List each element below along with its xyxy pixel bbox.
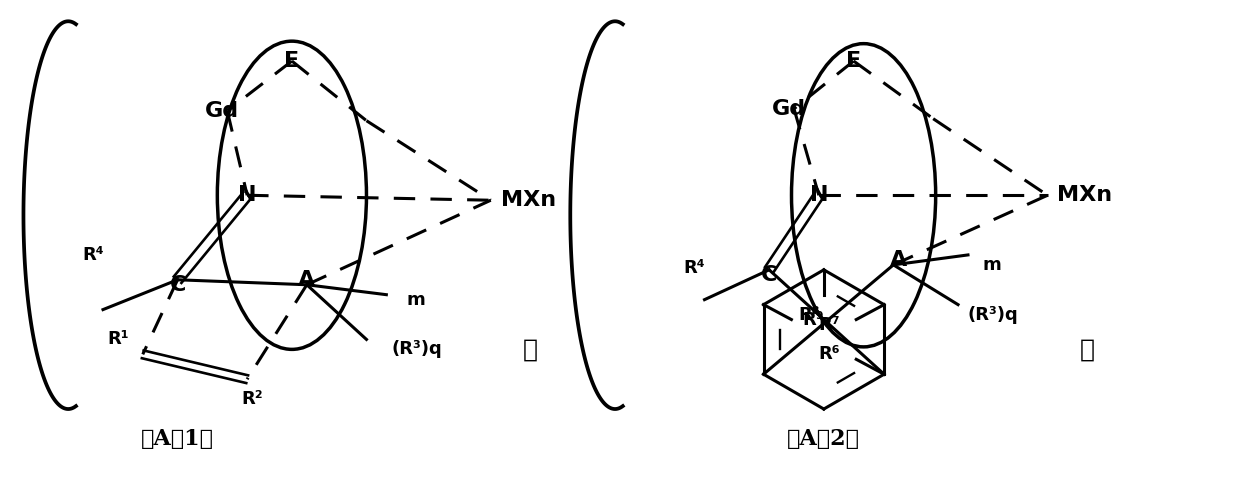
Text: A: A bbox=[890, 250, 906, 270]
Text: A: A bbox=[298, 270, 315, 290]
Text: R⁴: R⁴ bbox=[683, 259, 706, 277]
Text: （A－1）: （A－1） bbox=[141, 428, 215, 450]
Text: R¹: R¹ bbox=[107, 331, 129, 348]
Text: Gd: Gd bbox=[773, 99, 806, 119]
Text: (R³)q: (R³)q bbox=[968, 306, 1019, 323]
Text: N: N bbox=[238, 185, 257, 205]
Text: R⁶: R⁶ bbox=[818, 345, 841, 363]
Text: E: E bbox=[846, 51, 862, 71]
Text: R⁸: R⁸ bbox=[799, 306, 820, 323]
Text: C: C bbox=[761, 265, 777, 285]
Text: MXn: MXn bbox=[1058, 185, 1112, 205]
Text: R²: R² bbox=[242, 390, 263, 408]
Text: N: N bbox=[810, 185, 828, 205]
Text: E: E bbox=[284, 51, 300, 71]
Text: (R³)q: (R³)q bbox=[392, 340, 443, 359]
Text: R⁷: R⁷ bbox=[818, 316, 841, 334]
Text: 、: 、 bbox=[523, 337, 538, 362]
Text: Gd: Gd bbox=[206, 101, 239, 121]
Text: （A－2）: （A－2） bbox=[787, 428, 861, 450]
Text: R⁹: R⁹ bbox=[802, 310, 825, 329]
Text: 、: 、 bbox=[1080, 337, 1095, 362]
Text: m: m bbox=[407, 291, 425, 308]
Text: MXn: MXn bbox=[501, 190, 556, 210]
Text: m: m bbox=[983, 256, 1002, 274]
Text: C: C bbox=[170, 275, 186, 295]
Text: R⁴: R⁴ bbox=[82, 246, 104, 264]
